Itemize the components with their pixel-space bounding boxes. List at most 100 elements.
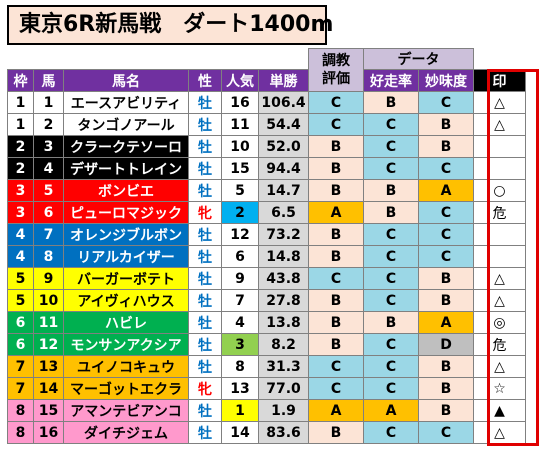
waku-cell: 4 <box>7 223 34 246</box>
sex-cell: 牝 <box>188 377 222 400</box>
prediction-mark: 危 <box>473 333 526 356</box>
kosoritsu-grade: C <box>363 267 419 290</box>
sex-cell: 牡 <box>188 355 222 378</box>
mimido-grade: C <box>418 245 474 268</box>
odds-cell: 43.8 <box>258 267 309 290</box>
odds-cell: 8.2 <box>258 333 309 356</box>
kosoritsu-grade: C <box>363 157 419 180</box>
odds-cell: 54.4 <box>258 113 309 136</box>
kosoritsu-grade: B <box>363 91 419 114</box>
popularity-cell: 1 <box>221 399 259 422</box>
popularity-cell: 6 <box>221 245 259 268</box>
horse-name: ピューロマジック <box>63 201 189 224</box>
sex-cell: 牡 <box>188 267 222 290</box>
header-chokyo-line1: 調教 <box>322 53 350 69</box>
waku-cell: 1 <box>7 113 34 136</box>
prediction-mark: △ <box>473 267 526 290</box>
header-sex: 性 <box>188 69 222 92</box>
chokyo-grade: B <box>308 311 364 334</box>
chokyo-grade: B <box>308 333 364 356</box>
kosoritsu-grade: B <box>363 179 419 202</box>
sex-cell: 牡 <box>188 311 222 334</box>
odds-cell: 27.8 <box>258 289 309 312</box>
mimido-grade: A <box>418 179 474 202</box>
prediction-mark: △ <box>473 355 526 378</box>
sex-cell: 牡 <box>188 245 222 268</box>
waku-cell: 2 <box>7 135 34 158</box>
waku-cell: 3 <box>7 179 34 202</box>
kosoritsu-grade: B <box>363 311 419 334</box>
mimido-grade: A <box>418 311 474 334</box>
chokyo-grade: B <box>308 245 364 268</box>
kosoritsu-grade: C <box>363 333 419 356</box>
chokyo-grade: A <box>308 399 364 422</box>
table-row: 7 13 ユイノコキュウ牡 8 31.3 C C B △ <box>7 355 526 378</box>
mimido-grade: C <box>418 91 474 114</box>
horse-name: タンゴノアール <box>63 113 189 136</box>
table-row: 1 1 エースアビリティ牡 16 106.4 C B C △ <box>7 91 526 114</box>
waku-cell: 1 <box>7 91 34 114</box>
uma-cell: 5 <box>33 179 64 202</box>
uma-cell: 13 <box>33 355 64 378</box>
mimido-grade: B <box>418 289 474 312</box>
table-row: 7 14 マーゴットエクラ牝 13 77.0 C C B ☆ <box>7 377 526 400</box>
waku-cell: 6 <box>7 311 34 334</box>
uma-cell: 6 <box>33 201 64 224</box>
chokyo-grade: A <box>308 201 364 224</box>
chokyo-grade: C <box>308 91 364 114</box>
chokyo-grade: C <box>308 267 364 290</box>
waku-cell: 3 <box>7 201 34 224</box>
horse-name: デザートトレイン <box>63 157 189 180</box>
prediction-mark <box>473 157 526 180</box>
table-row: 3 5 ボンビエ牡 5 14.7 B B A ○ <box>7 179 526 202</box>
chokyo-grade: B <box>308 135 364 158</box>
horse-name: ダイチジェム <box>63 421 189 444</box>
mimido-grade: C <box>418 157 474 180</box>
uma-cell: 11 <box>33 311 64 334</box>
sex-cell: 牡 <box>188 91 222 114</box>
sex-cell: 牡 <box>188 421 222 444</box>
chokyo-grade: B <box>308 289 364 312</box>
header-row: 枠 馬 馬名 性 人気 単勝 好走率 妙味度 印 <box>7 69 526 92</box>
prediction-mark <box>473 135 526 158</box>
mimido-grade: B <box>418 135 474 158</box>
prediction-mark <box>473 223 526 246</box>
prediction-mark: △ <box>473 421 526 444</box>
uma-cell: 1 <box>33 91 64 114</box>
odds-cell: 83.6 <box>258 421 309 444</box>
chokyo-grade: B <box>308 157 364 180</box>
horse-name: ハビレ <box>63 311 189 334</box>
waku-cell: 8 <box>7 421 34 444</box>
popularity-cell: 13 <box>221 377 259 400</box>
mimido-grade: B <box>418 399 474 422</box>
odds-cell: 94.4 <box>258 157 309 180</box>
table-row: 2 3 クラークテソーロ牡 10 52.0 B C B <box>7 135 526 158</box>
kosoritsu-grade: C <box>363 289 419 312</box>
table-row: 5 10 アイヴィハウス牡 7 27.8 B C B △ <box>7 289 526 312</box>
header-name: 馬名 <box>63 69 189 92</box>
odds-cell: 106.4 <box>258 91 309 114</box>
prediction-mark: △ <box>473 113 526 136</box>
mimido-grade: B <box>418 377 474 400</box>
popularity-cell: 3 <box>221 333 259 356</box>
waku-cell: 5 <box>7 289 34 312</box>
popularity-cell: 12 <box>221 223 259 246</box>
sex-cell: 牡 <box>188 333 222 356</box>
uma-cell: 2 <box>33 113 64 136</box>
horse-name: ボンビエ <box>63 179 189 202</box>
table-row: 6 12 モンサンアクシア牡 3 8.2 B C D 危 <box>7 333 526 356</box>
prediction-mark: ◎ <box>473 311 526 334</box>
prediction-mark: ▲ <box>473 399 526 422</box>
horse-name: クラークテソーロ <box>63 135 189 158</box>
header-odds: 単勝 <box>258 69 309 92</box>
prediction-mark <box>473 245 526 268</box>
popularity-cell: 9 <box>221 267 259 290</box>
kosoritsu-grade: C <box>363 223 419 246</box>
header-uma: 馬 <box>33 69 64 92</box>
mimido-grade: B <box>418 113 474 136</box>
kosoritsu-grade: B <box>363 201 419 224</box>
sex-cell: 牡 <box>188 135 222 158</box>
odds-cell: 73.2 <box>258 223 309 246</box>
horse-name: オレンジブルボン <box>63 223 189 246</box>
popularity-cell: 7 <box>221 289 259 312</box>
